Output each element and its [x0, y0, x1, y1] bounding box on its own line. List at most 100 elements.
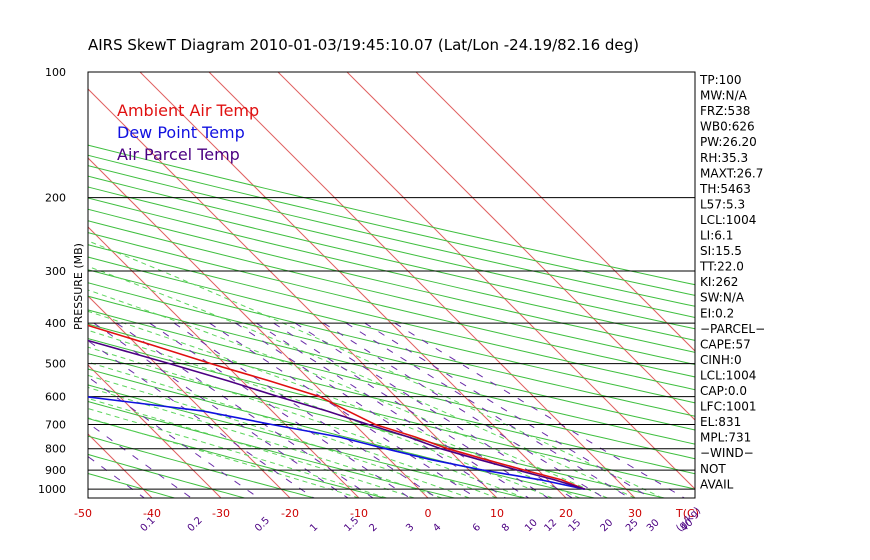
mixing-ratio-line: [256, 322, 530, 498]
dry-adiabat-line: [88, 323, 695, 475]
mixing-ratio-tick-label: 8: [500, 522, 512, 534]
bottom-temperature-tick-labels: -50 -40 -30 -20 -10 0 10 20 30: [74, 507, 642, 520]
pressure-tick-label: 500: [45, 358, 66, 371]
dry-adiabat-line: [88, 186, 695, 330]
stability-index: TP:100: [699, 73, 742, 87]
bottom-temperature-tick-label: 30: [628, 507, 642, 520]
isotherm-line: [208, 72, 636, 498]
stability-index: CAP:0.0: [700, 384, 747, 398]
dry-adiabat-line: [88, 144, 695, 286]
pressure-tick-label: 800: [45, 443, 66, 456]
stability-index: LCL:1004: [700, 213, 756, 227]
mixing-ratio-tick-label: 30: [645, 517, 662, 534]
stability-index: FRZ:538: [700, 104, 750, 118]
dry-adiabat-line: [88, 256, 695, 404]
moist-adiabat-line: [88, 346, 525, 498]
moist-adiabat-line: [88, 289, 608, 498]
bottom-temperature-tick-label: -40: [143, 507, 161, 520]
series-line-air-parcel-temp: [88, 339, 586, 490]
stability-index: RH:35.3: [700, 151, 748, 165]
legend-entry: Ambient Air Temp: [117, 101, 259, 120]
stability-index: KI:262: [700, 275, 738, 289]
moist-adiabat-line: [88, 374, 470, 498]
dry-adiabat-line: [88, 400, 455, 498]
bottom-temperature-tick-label: -10: [350, 507, 368, 520]
dry-adiabat-line: [88, 417, 385, 498]
isotherm-line: [0, 72, 14, 498]
chart-title: AIRS SkewT Diagram 2010-01-03/19:45:10.0…: [88, 36, 639, 54]
stability-index: CAPE:57: [700, 337, 751, 351]
isotherm-line: [415, 72, 695, 352]
stability-index: EL:831: [700, 415, 741, 429]
stability-index: WB0:626: [700, 120, 755, 134]
dry-adiabat-line: [88, 165, 695, 307]
pressure-tick-label: 900: [45, 464, 66, 477]
moist-adiabat-line: [88, 240, 663, 498]
pressure-tick-label: 100: [45, 66, 66, 79]
moist-adiabat-line: [88, 397, 415, 498]
dry-adiabat-line: [88, 453, 245, 498]
mixing-ratio-line: [323, 322, 605, 498]
isotherm-line: [88, 295, 291, 498]
sounding-series: [88, 324, 586, 490]
mixing-ratio-tick-label: 2: [367, 522, 379, 534]
stability-index: SW:N/A: [700, 291, 745, 305]
mixing-ratio-tick-label: 0.2: [186, 515, 205, 534]
stability-index: NOT: [700, 462, 726, 476]
mixing-ratio-line: [235, 322, 506, 498]
isotherm-line: [277, 72, 695, 490]
mixing-ratio-line: [88, 422, 192, 498]
stability-index: CINH:0: [700, 353, 742, 367]
mixing-ratio-tick-label: 12: [542, 517, 559, 534]
dry-adiabat-line: [88, 269, 695, 417]
dry-adiabat-line: [88, 384, 525, 498]
dry-adiabat-line: [88, 295, 695, 445]
mixing-ratio-line: [88, 455, 145, 498]
y-axis-label: PRESSURE (MB): [72, 243, 85, 330]
dry-adiabat-line: [88, 220, 695, 366]
mixing-ratio-line: [295, 322, 573, 498]
pressure-gridlines: [87, 71, 696, 499]
mixing-ratio-line: [364, 322, 651, 498]
pressure-tick-label: 200: [45, 192, 66, 205]
dry-adiabat-line: [88, 338, 695, 490]
bottom-temperature-tick-label: 10: [490, 507, 504, 520]
isotherm-line: [0, 72, 83, 498]
isotherm-line: [88, 88, 498, 498]
stability-index: MW:N/A: [700, 89, 748, 103]
moist-adiabat-line: [88, 310, 580, 498]
mixing-ratio-tick-label: 3: [404, 522, 416, 534]
mixing-ratio-tick-label: 0.5: [253, 515, 272, 534]
bottom-temperature-tick-label: -20: [281, 507, 299, 520]
stability-index: LCL:1004: [700, 368, 756, 382]
dry-adiabat-line: [88, 175, 695, 318]
stability-index: MPL:731: [700, 431, 751, 445]
dry-adiabat-line: [88, 154, 695, 296]
bottom-temperature-tick-label: -30: [212, 507, 230, 520]
mixing-ratio-lines: [88, 322, 685, 498]
pressure-tick-label: 700: [45, 419, 66, 432]
series-line-dew-point-temp: [88, 396, 585, 490]
bottom-temperature-tick-label: 0: [425, 507, 432, 520]
temperature-unit-label: T(C): [675, 507, 699, 520]
stability-index: AVAIL: [700, 477, 734, 491]
stability-index: L57:5.3: [700, 197, 745, 211]
legend-entry: Air Parcel Temp: [117, 145, 240, 164]
dry-adiabat-line: [88, 282, 695, 431]
pressure-tick-labels: 100 200 300 400 500 600 700 800 900 1000: [38, 66, 66, 496]
dry-adiabat-line: [88, 435, 315, 498]
stability-index: TH:5463: [699, 182, 751, 196]
moist-adiabat-line: [88, 386, 442, 498]
isotherm-line: [346, 72, 695, 421]
mixing-ratio-line: [93, 322, 349, 498]
moist-adiabat-line: [88, 417, 360, 498]
stability-index: −PARCEL−: [700, 322, 765, 336]
stability-index: TT:22.0: [699, 260, 744, 274]
mixing-ratio-line: [273, 322, 549, 498]
mixing-ratio-tick-label: 1: [308, 522, 320, 534]
pressure-tick-label: 1000: [38, 483, 66, 496]
mixing-ratio-line: [173, 322, 438, 498]
moist-adiabat-line: [88, 361, 498, 498]
chart-legend: Ambient Air Temp Dew Point Temp Air Parcel…: [117, 101, 259, 164]
